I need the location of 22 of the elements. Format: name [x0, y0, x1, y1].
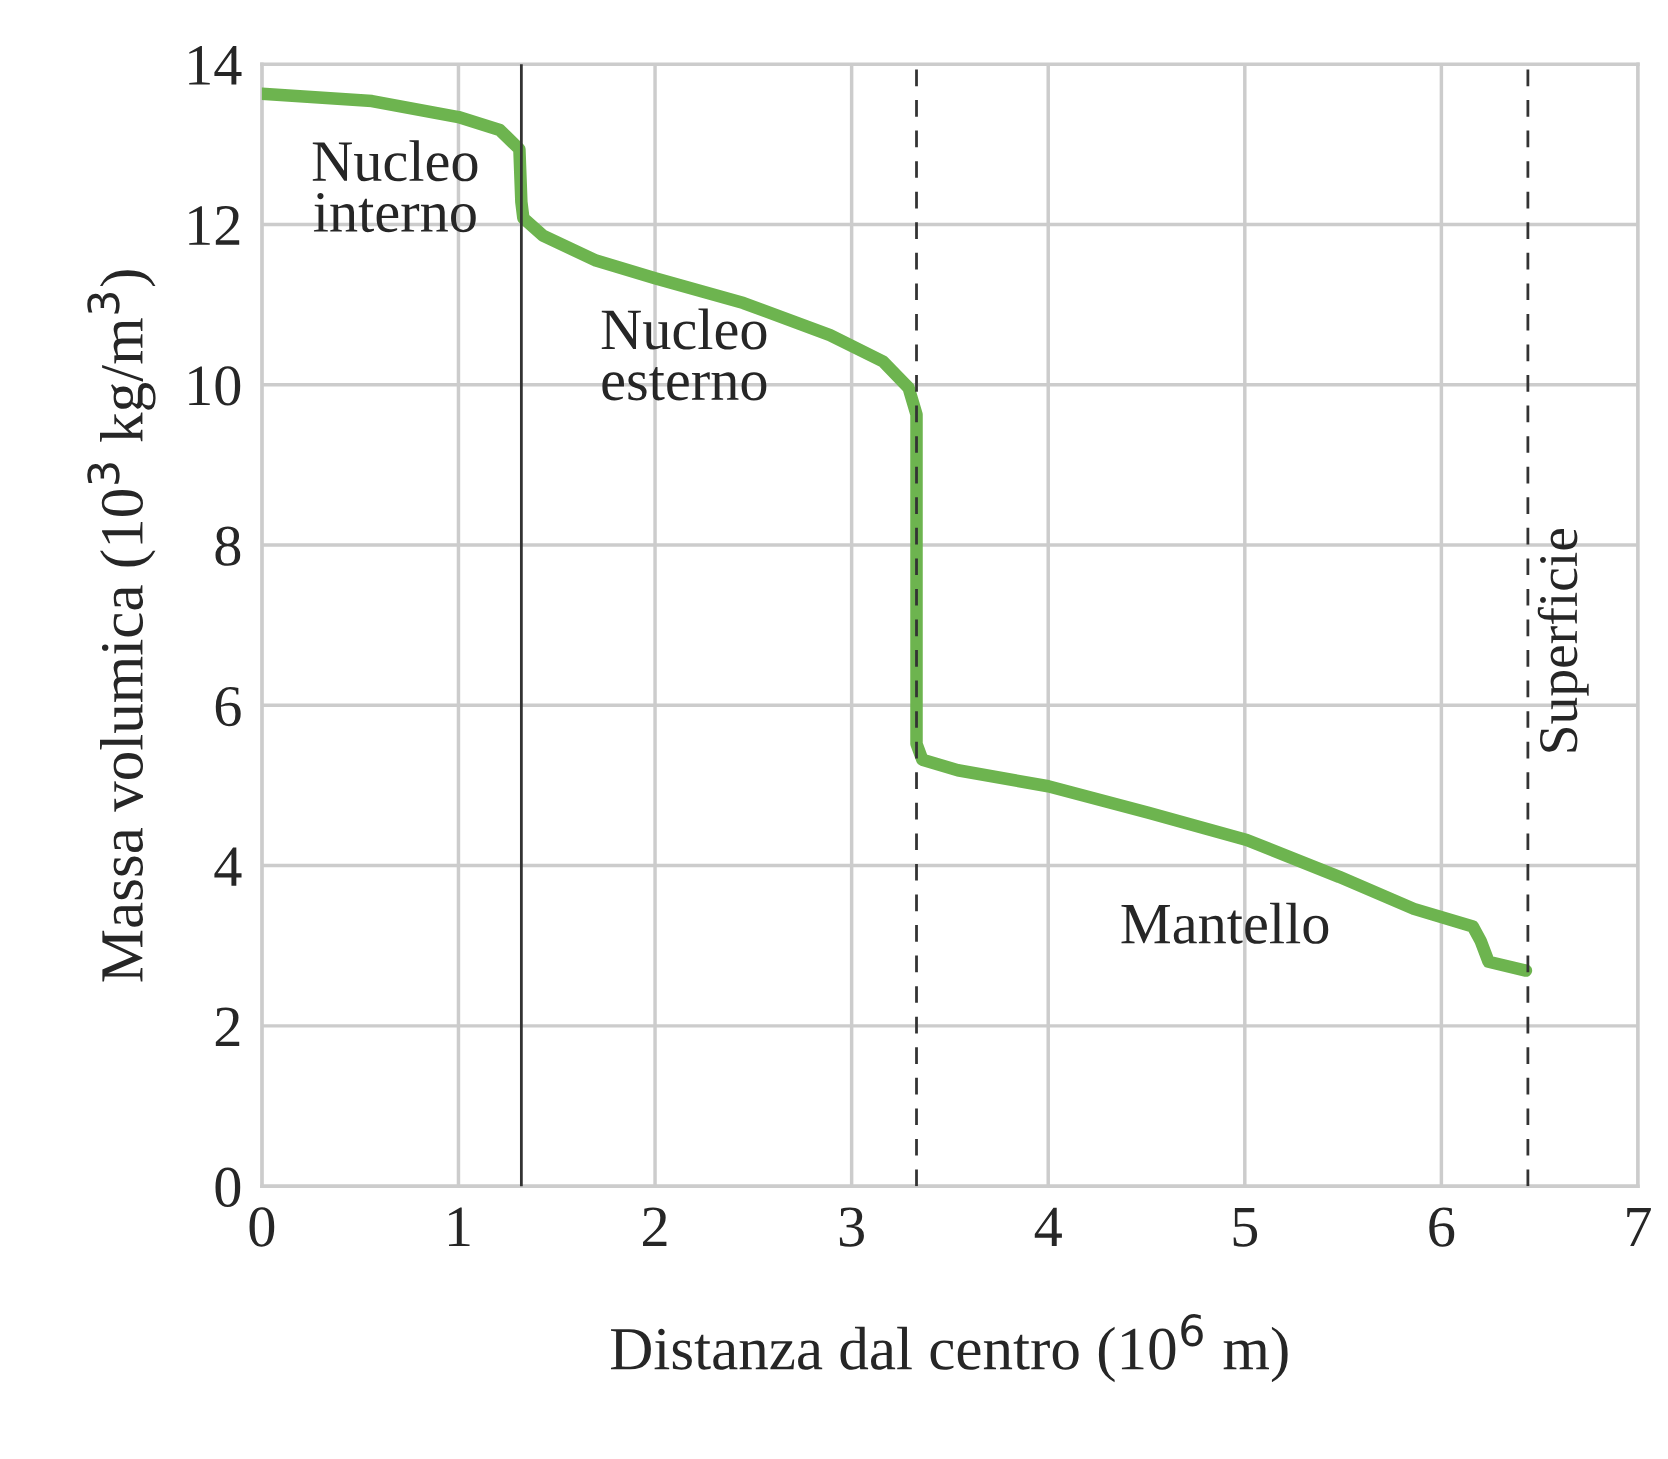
y-tick-label: 0 [215, 1167, 241, 1207]
y-axis-title: Massa volumica (10$^{3}$ kg/m$^{3}$) [87, 270, 156, 982]
y-tick-label: 2 [215, 1007, 240, 1047]
y-tick-label: 8 [215, 526, 241, 566]
y-tick-label: 12 [189, 206, 240, 245]
ref-line-label: Superficie [1537, 528, 1589, 752]
x-tick-label: 3 [839, 1207, 864, 1247]
x-tick-label: 2 [643, 1207, 667, 1247]
annotation: Nucleo esterno [601, 308, 767, 401]
y-tick-label: 10 [189, 366, 241, 406]
x-tick-label: 5 [1233, 1207, 1258, 1247]
x-tick-label: 1 [449, 1207, 470, 1247]
x-tick-label: 7 [1627, 1207, 1651, 1247]
x-tick-label: 0 [249, 1207, 275, 1247]
annotation: Nucleo interno [312, 140, 478, 233]
x-tick-label: 4 [1034, 1207, 1062, 1247]
x-axis-title: Distanza dal centro (10$^{6}$ m) [610, 1314, 1288, 1383]
x-tick-label: 6 [1429, 1207, 1455, 1247]
annotation: Mantello [1121, 902, 1329, 944]
y-tick-label: 4 [214, 847, 242, 886]
y-tick-label: 6 [215, 686, 241, 727]
y-tick-label: 14 [189, 45, 242, 85]
